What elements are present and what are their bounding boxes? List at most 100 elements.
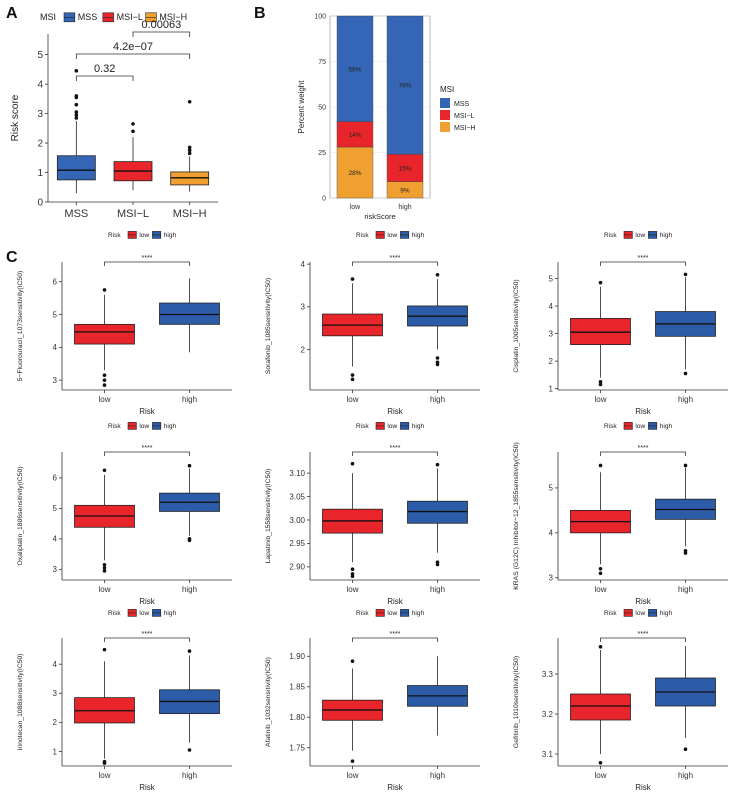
outlier-point: [74, 113, 79, 117]
x-tick-label: high: [398, 204, 411, 211]
significance-bracket: [600, 637, 686, 642]
y-tick-label: 0: [322, 196, 326, 203]
x-axis-label: Risk: [635, 783, 652, 792]
y-tick-label: 6: [53, 277, 58, 286]
y-tick-label: 2: [301, 345, 306, 354]
outlier-point: [102, 288, 107, 292]
y-tick-label: 4: [53, 535, 58, 544]
outlier-point: [435, 560, 440, 564]
x-tick-label: low: [350, 204, 361, 211]
outlier-point: [102, 383, 107, 387]
y-axis-label: Gefitinib_1010sensitivity(IC50): [513, 656, 520, 748]
outlier-point: [102, 759, 107, 764]
x-tick-label: MSI−H: [173, 208, 207, 220]
bar-label: 15%: [398, 165, 411, 172]
x-axis-label: Risk: [387, 407, 404, 416]
outlier-point: [598, 382, 603, 387]
outlier-point: [598, 280, 603, 285]
outlier-point: [435, 360, 440, 365]
panel-label: B: [254, 5, 266, 22]
outlier-point: [102, 569, 107, 573]
y-tick-label: 5: [37, 50, 43, 61]
y-tick-label: 4: [549, 529, 554, 538]
box-high: [159, 302, 220, 325]
outlier-point: [187, 99, 192, 104]
y-tick-label: 3: [53, 565, 58, 574]
outlier-point: [187, 151, 192, 156]
bar-label: 58%: [348, 66, 361, 73]
y-tick-label: 2: [53, 718, 58, 727]
y-tick-label: 2: [549, 357, 554, 366]
legend-title: Risk: [356, 610, 369, 617]
outlier-point: [187, 463, 192, 468]
y-tick-label: 4: [53, 343, 58, 352]
significance-label: ****: [390, 631, 401, 638]
y-tick-label: 1: [37, 168, 43, 179]
box-low: [570, 318, 631, 345]
y-tick-label: 3.3: [542, 670, 554, 679]
legend-label: low: [139, 610, 149, 617]
outlier-point: [435, 356, 440, 360]
legend-label: high: [660, 232, 673, 239]
x-tick-label: high: [182, 585, 197, 594]
y-tick-label: 1: [53, 747, 58, 756]
x-tick-label: MSI−L: [117, 208, 149, 220]
y-tick-label: 5: [53, 310, 58, 319]
outlier-point: [435, 273, 440, 277]
outlier-point: [187, 148, 192, 153]
outlier-point: [350, 277, 355, 281]
y-axis-label: Risk score: [10, 94, 21, 141]
legend-label: high: [164, 232, 177, 239]
legend-label: high: [164, 423, 177, 430]
y-tick-label: 1.75: [289, 744, 305, 753]
y-tick-label: 6: [53, 474, 58, 483]
legend-label: low: [387, 610, 397, 617]
outlier-point: [74, 110, 79, 114]
significance-label: ****: [638, 631, 649, 638]
x-tick-label: high: [430, 395, 445, 404]
legend-label: low: [635, 232, 645, 239]
y-tick-label: 2.95: [289, 539, 305, 548]
x-axis-label: Risk: [139, 407, 156, 416]
legend-key: [440, 98, 450, 108]
x-tick-label: high: [678, 395, 693, 404]
legend-label: MSI−L: [117, 12, 143, 22]
comparison-bracket: [132, 31, 191, 37]
outlier-point: [187, 145, 192, 150]
y-tick-label: 3.1: [542, 750, 554, 759]
outlier-point: [187, 748, 192, 752]
bar-segment-MSS: [336, 15, 374, 122]
legend-title: Risk: [356, 423, 369, 430]
outlier-point: [74, 94, 79, 98]
panel-label: A: [6, 5, 18, 22]
legend-title: Risk: [604, 232, 617, 239]
x-tick-label: high: [678, 771, 693, 780]
y-tick-label: 25: [318, 150, 326, 157]
comparison-pvalue: 0.00063: [141, 19, 181, 31]
significance-bracket: [352, 637, 438, 642]
x-tick-label: low: [98, 395, 110, 404]
legend-title: Risk: [356, 232, 369, 239]
x-tick-label: high: [430, 771, 445, 780]
x-axis-label: Risk: [139, 783, 156, 792]
legend-title: Risk: [604, 610, 617, 617]
y-tick-label: 1.85: [289, 683, 305, 692]
legend-title: Risk: [108, 610, 121, 617]
legend-label: MSS: [454, 101, 470, 108]
legend-label: MSI−H: [454, 125, 476, 132]
legend-label: high: [660, 610, 673, 617]
legend-label: MSI−H: [159, 12, 187, 22]
x-tick-label: low: [346, 395, 358, 404]
bar-label: 28%: [348, 170, 361, 177]
outlier-point: [74, 116, 79, 120]
comparison-pvalue: 0.32: [94, 63, 115, 75]
legend-label: low: [635, 610, 645, 617]
legend-title: Risk: [108, 232, 121, 239]
x-tick-label: low: [346, 585, 358, 594]
y-tick-label: 1: [549, 384, 554, 393]
significance-label: ****: [390, 255, 401, 262]
y-tick-label: 4: [37, 80, 43, 91]
y-tick-label: 3.00: [289, 516, 305, 525]
x-tick-label: low: [594, 395, 606, 404]
outlier-point: [683, 272, 688, 277]
